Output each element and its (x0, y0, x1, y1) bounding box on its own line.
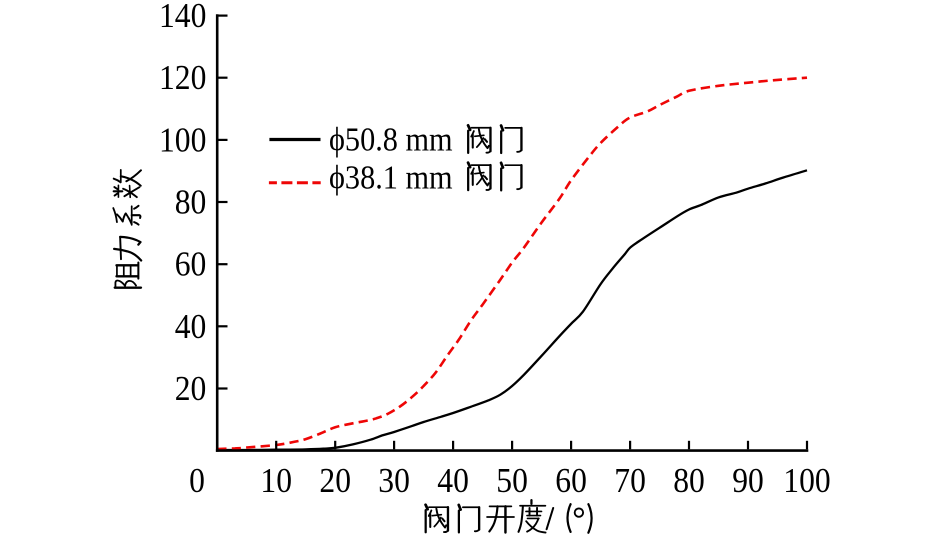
svg-text:140: 140 (159, 0, 206, 35)
svg-text:100: 100 (783, 461, 830, 500)
svg-text:ϕ50.8 mm: ϕ50.8 mm (329, 122, 453, 159)
svg-text:ϕ38.1 mm: ϕ38.1 mm (329, 160, 453, 197)
svg-text:90: 90 (732, 461, 764, 500)
svg-text:0: 0 (189, 461, 205, 500)
svg-text:60: 60 (175, 245, 207, 284)
svg-text:80: 80 (175, 183, 207, 222)
svg-text:60: 60 (555, 461, 587, 500)
svg-text:120: 120 (159, 58, 206, 97)
svg-text:40: 40 (175, 307, 207, 346)
svg-text:100: 100 (159, 120, 206, 159)
svg-text:20: 20 (175, 369, 207, 408)
svg-text:70: 70 (614, 461, 646, 500)
svg-text:80: 80 (673, 461, 705, 500)
svg-text:50: 50 (496, 461, 528, 500)
svg-text:30: 30 (378, 461, 410, 500)
svg-text:40: 40 (437, 461, 469, 500)
svg-text:10: 10 (260, 461, 292, 500)
svg-text:20: 20 (319, 461, 351, 500)
